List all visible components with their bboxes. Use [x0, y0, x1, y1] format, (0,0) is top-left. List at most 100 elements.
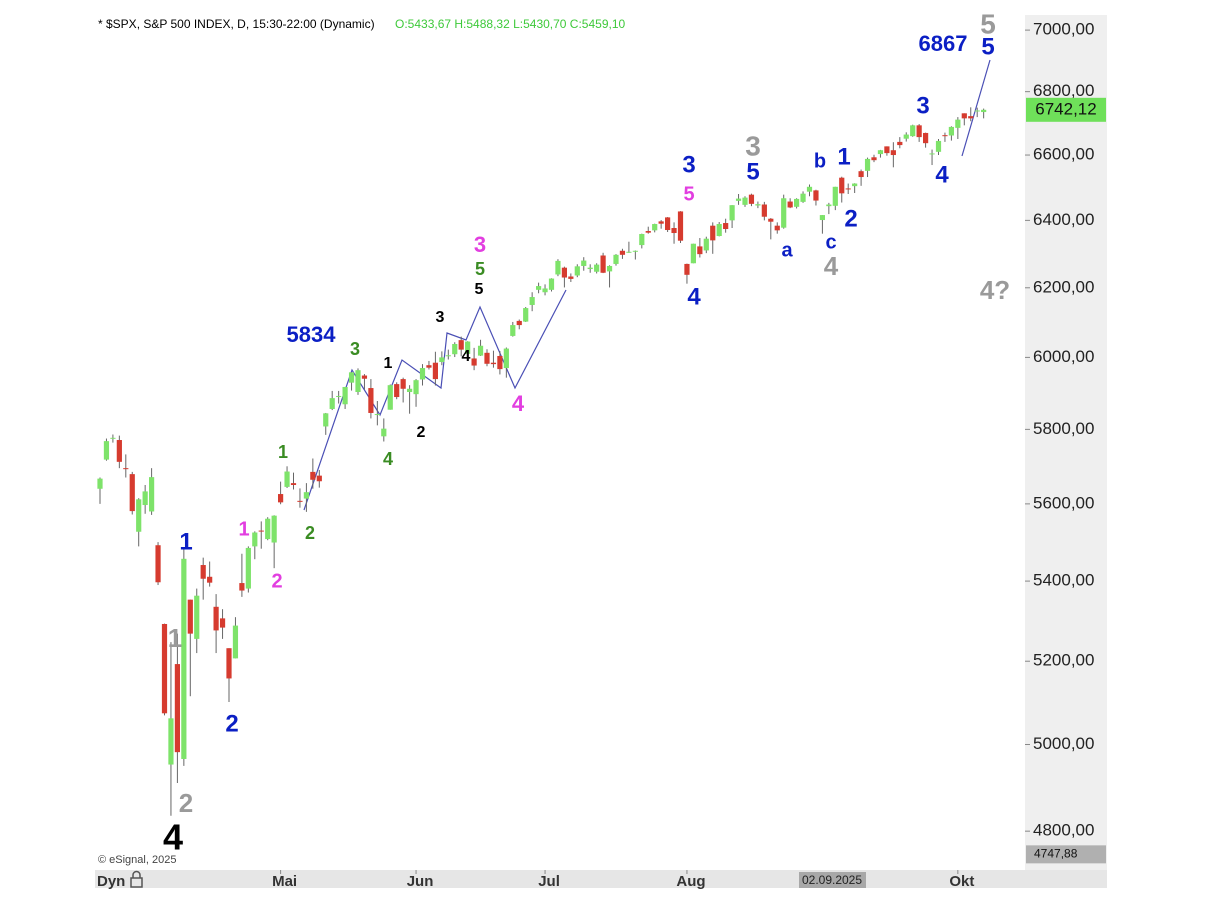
candle-body	[832, 186, 838, 206]
candle-body	[826, 204, 832, 207]
candle-body	[587, 267, 593, 270]
candle-body	[981, 109, 987, 113]
candle-body	[703, 238, 709, 251]
y-tick-label: 6600,00	[1033, 145, 1094, 164]
candle-body	[929, 153, 935, 155]
candle-body	[910, 125, 916, 137]
candle-body	[381, 428, 387, 437]
candle-body	[548, 278, 555, 290]
wave-label: 3	[916, 92, 929, 119]
wave-label: 4	[383, 449, 393, 469]
candle-body	[323, 413, 329, 427]
candle-body	[877, 150, 884, 155]
wave-label: 2	[271, 570, 282, 592]
candle-body	[355, 370, 361, 393]
wave-label: 2	[179, 788, 193, 818]
candle-body	[97, 478, 103, 489]
candle-body	[387, 385, 393, 410]
corner-label: Dyn	[97, 873, 125, 890]
candle-body	[645, 231, 651, 233]
candle-body	[452, 343, 458, 355]
x-tick-label: Jun	[407, 873, 434, 890]
wave-label: a	[781, 239, 793, 261]
candle-body	[484, 352, 490, 364]
candle-body	[529, 297, 535, 305]
candle-body	[897, 141, 903, 146]
y-tick-label: 5200,00	[1033, 651, 1094, 670]
y-tick-label: 7000,00	[1033, 20, 1094, 39]
candle-body	[477, 345, 484, 356]
candle-body	[677, 211, 684, 241]
candle-body	[968, 116, 974, 119]
candle-body	[774, 225, 780, 231]
candle-body	[168, 718, 174, 765]
wave-label: 3	[682, 151, 695, 178]
candle-body	[110, 437, 116, 439]
candle-body	[142, 491, 148, 506]
last-price-bg	[1026, 97, 1106, 122]
candle-body	[884, 146, 890, 154]
candle-body	[123, 468, 129, 470]
wave-label: 4	[935, 161, 949, 188]
candle-body	[523, 308, 529, 322]
candle-body	[278, 494, 284, 503]
candle-body	[768, 218, 774, 222]
candle-body	[916, 125, 922, 138]
candle-body	[116, 440, 122, 462]
wave-label: c	[825, 231, 836, 253]
candle-body	[948, 126, 954, 136]
wave-label: 1	[837, 143, 850, 170]
candle-body	[632, 250, 638, 252]
wave-label: 1	[238, 518, 249, 540]
candle-body	[542, 288, 548, 293]
candle-body	[652, 224, 658, 231]
candle-body	[742, 197, 748, 205]
candle-body	[735, 198, 742, 201]
copyright: © eSignal, 2025	[98, 854, 176, 866]
y-tick-label: 4800,00	[1033, 821, 1094, 840]
candle-body	[748, 194, 755, 204]
candle-body	[510, 325, 516, 336]
candle-body	[207, 576, 213, 583]
candle-body	[955, 119, 961, 128]
y-tick-label: 6200,00	[1033, 277, 1094, 296]
candle-body	[716, 224, 722, 237]
candle-body	[561, 267, 567, 278]
candle-body	[400, 379, 406, 389]
wave-label: 5	[475, 281, 484, 298]
y-tick-label: 5600,00	[1033, 493, 1094, 512]
candle-body	[761, 204, 767, 217]
crosshair-date-bg	[799, 872, 866, 888]
wave-line	[961, 59, 991, 157]
candle-body	[961, 113, 967, 119]
wave-label: 6867	[919, 31, 968, 56]
candle-body	[265, 518, 271, 540]
x-tick-label: Jul	[538, 873, 560, 890]
candle-body	[129, 474, 135, 512]
candle-body	[787, 201, 793, 208]
candle-body	[297, 500, 303, 502]
wave-label: 3	[474, 232, 486, 257]
wave-label: 4	[163, 817, 183, 858]
candle-body	[781, 198, 787, 228]
wave-label: 1	[278, 442, 288, 462]
candle-body	[432, 362, 438, 380]
candle-body	[890, 150, 896, 156]
candle-body	[426, 365, 432, 368]
candle-body	[245, 547, 251, 589]
wave-label: 4	[512, 391, 525, 416]
wave-label: 4	[687, 283, 701, 310]
header-quote: O:5433,67 H:5488,32 L:5430,70 C:5459,10	[395, 17, 626, 31]
wave-label: 2	[417, 424, 426, 441]
candle-body	[839, 177, 845, 194]
candle-body	[290, 483, 297, 486]
wave-label: 2	[305, 523, 315, 543]
candle-body	[329, 398, 335, 409]
candle-body	[710, 225, 716, 241]
wave-label: 4?	[980, 275, 1010, 305]
candle-body	[252, 532, 258, 547]
candle-body	[200, 565, 206, 579]
candle-body	[600, 255, 606, 273]
candle-body	[626, 251, 632, 253]
